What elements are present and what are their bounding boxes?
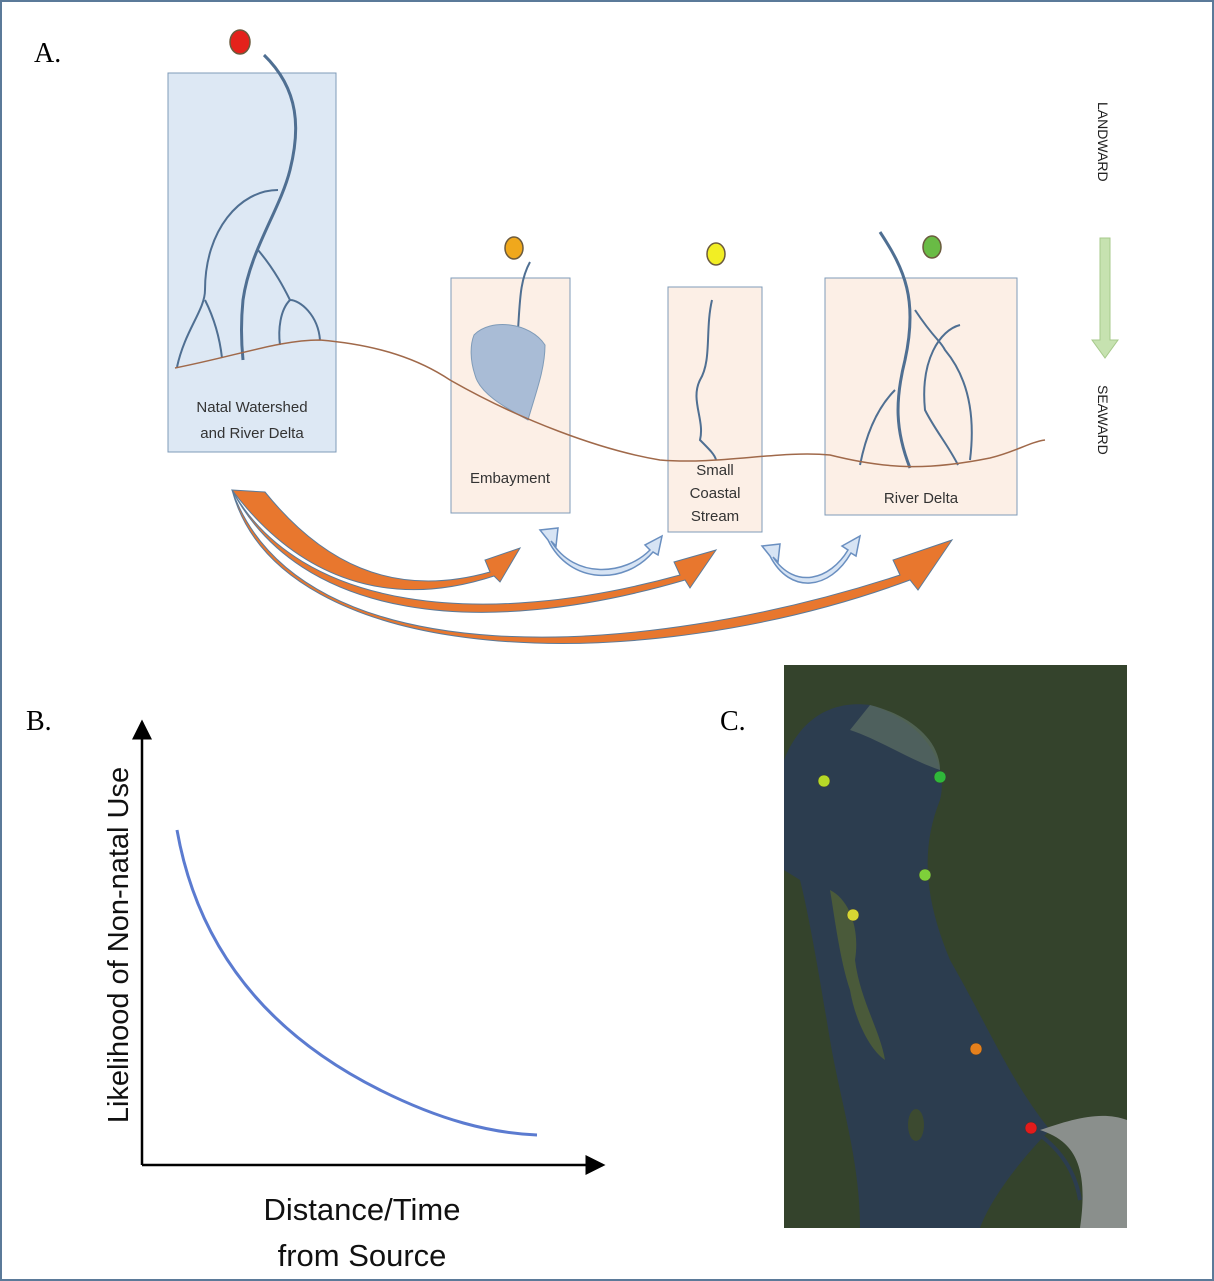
embayment-dot <box>504 236 524 260</box>
panel-label: C. <box>720 706 746 737</box>
panel-label: B. <box>26 706 52 737</box>
x-axis-label: Distance/Time <box>264 1192 461 1227</box>
box-label: Stream <box>691 508 739 525</box>
delta-box <box>824 277 1018 516</box>
box-label: Embayment <box>470 470 551 487</box>
box-label: River Delta <box>884 490 959 507</box>
stream-box <box>667 286 763 533</box>
box-label: Small <box>696 462 734 479</box>
y-axis-label: Likelihood of Non-natal Use <box>103 767 135 1123</box>
migration-arrows <box>230 489 954 644</box>
embayment-water <box>470 324 546 421</box>
rivers <box>176 53 973 469</box>
stream-dot <box>706 242 726 266</box>
box-label: and River Delta <box>200 425 304 442</box>
satellite-map <box>784 665 1127 1228</box>
x-axis-label: from Source <box>278 1238 447 1273</box>
exchange-arrows <box>538 527 862 584</box>
decay-curve <box>175 829 538 1137</box>
panel-label: A. <box>34 38 61 69</box>
box-label: Natal Watershed <box>196 399 307 416</box>
shoreline <box>174 339 1046 468</box>
landward-label: LANDWARD <box>1095 102 1111 182</box>
natal-dot <box>229 29 251 55</box>
seaward-label: SEAWARD <box>1095 385 1111 455</box>
box-label: Coastal <box>690 485 741 502</box>
site-dots <box>817 770 1038 1135</box>
delta-dot <box>922 235 942 259</box>
direction-arrow <box>1091 237 1119 359</box>
